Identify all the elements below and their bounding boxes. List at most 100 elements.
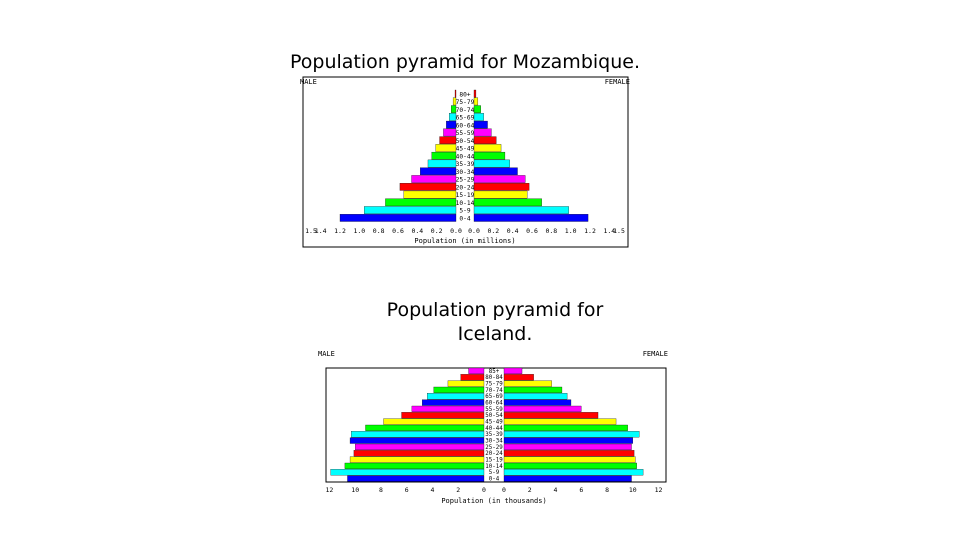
x-tick-label: 1.5: [613, 227, 625, 235]
x-tick-label: 0.6: [392, 227, 404, 235]
age-group-label: 50-54: [485, 413, 503, 419]
age-group-label: 45-49: [485, 420, 503, 426]
bar-male-75-79: [452, 97, 457, 106]
bar-male-20-24: [353, 450, 485, 457]
x-tick-label: 2: [456, 486, 460, 494]
age-group-label: 75-79: [456, 99, 475, 106]
bar-female-10-14: [473, 198, 542, 207]
chart-title-iceland: Population pyramid for Iceland.: [386, 299, 604, 345]
bar-female-30-34: [473, 167, 518, 176]
bar-female-20-24: [503, 450, 635, 457]
x-tick-label: 0.2: [487, 227, 499, 235]
x-tick-label: 1.4: [603, 227, 615, 235]
x-tick-label: 0.6: [526, 227, 538, 235]
bar-male-15-19: [349, 456, 485, 463]
bar-male-85+: [468, 367, 485, 374]
age-group-label: 30-34: [485, 439, 503, 445]
age-group-label: 10-14: [485, 464, 503, 470]
age-group-label: 60-64: [485, 401, 503, 407]
bar-male-35-39: [427, 159, 457, 168]
bar-female-15-19: [473, 190, 528, 199]
bar-male-5-9: [330, 469, 485, 476]
x-tick-label: 0.4: [411, 227, 423, 235]
x-tick-label: 0.8: [545, 227, 557, 235]
age-group-label: 80+: [459, 91, 470, 98]
plot-frame: [325, 367, 667, 483]
age-group-label: 50-54: [456, 138, 475, 145]
bar-male-40-44: [365, 424, 485, 431]
bar-female-50-54: [503, 412, 599, 419]
bar-female-55-59: [473, 128, 492, 137]
x-tick-label: 1.5: [305, 227, 317, 235]
bar-female-25-29: [503, 443, 632, 450]
bar-male-80-84: [460, 374, 485, 381]
bar-male-0-4: [339, 214, 457, 222]
x-tick-label: 4: [554, 486, 558, 494]
bar-female-45-49: [503, 418, 617, 425]
age-group-label: 60-64: [456, 122, 475, 129]
x-tick-label: 1.0: [565, 227, 577, 235]
x-tick-label: 1.0: [353, 227, 365, 235]
bar-male-55-59: [411, 405, 485, 412]
bar-female-65-69: [503, 393, 568, 400]
age-group-label: 5-9: [489, 470, 500, 476]
bar-female-75-79: [473, 97, 479, 106]
age-group-label: 30-34: [456, 169, 475, 176]
x-tick-label: 0: [482, 486, 486, 494]
bar-female-0-4: [503, 475, 632, 482]
age-group-label: 10-14: [456, 200, 475, 207]
bar-female-50-54: [473, 136, 497, 145]
age-group-label: 20-24: [456, 184, 475, 191]
age-group-label: 80-84: [485, 375, 503, 381]
bar-female-10-14: [503, 462, 637, 469]
bar-male-45-49: [435, 144, 457, 152]
bar-male-65-69: [449, 113, 457, 121]
x-tick-label: 12: [655, 486, 663, 494]
plot-frame: [302, 76, 629, 248]
x-tick-label: 0.0: [450, 227, 462, 235]
x-tick-label: 1.2: [334, 227, 346, 235]
x-tick-label: 0.8: [373, 227, 385, 235]
bar-male-65-69: [427, 393, 485, 400]
bar-male-80+: [454, 89, 457, 98]
age-group-label: 5-9: [459, 208, 470, 215]
bar-male-70-74: [433, 386, 485, 393]
bar-female-0-4: [473, 214, 589, 222]
bar-male-60-64: [422, 399, 485, 406]
x-tick-label: 0.4: [507, 227, 519, 235]
bar-male-25-29: [355, 443, 485, 450]
age-group-label: 0-4: [459, 216, 470, 223]
bar-female-5-9: [473, 206, 569, 214]
x-tick-label: 2: [528, 486, 532, 494]
age-group-label: 40-44: [485, 426, 503, 432]
x-tick-label: 0.0: [468, 227, 480, 235]
bar-male-40-44: [431, 151, 457, 160]
bar-male-25-29: [411, 175, 457, 183]
x-axis-label: Population (in millions): [414, 237, 515, 245]
bar-male-45-49: [383, 418, 485, 425]
age-group-label: 35-39: [485, 432, 503, 438]
age-group-label: 35-39: [456, 161, 475, 168]
age-group-label: 55-59: [456, 130, 475, 137]
bar-male-5-9: [364, 206, 457, 214]
bar-female-60-64: [473, 120, 488, 129]
chart-title-mozambique: Population pyramid for Mozambique.: [290, 51, 640, 73]
age-group-label: 15-19: [485, 458, 503, 464]
x-tick-label: 1.4: [315, 227, 327, 235]
bar-male-35-39: [351, 431, 485, 438]
bar-female-80-84: [503, 374, 534, 381]
x-axis-label: Population (in thousands): [441, 497, 546, 505]
x-tick-label: 1.2: [584, 227, 596, 235]
bar-female-40-44: [473, 151, 506, 160]
bar-female-45-49: [473, 144, 502, 152]
age-group-label: 15-19: [456, 192, 475, 199]
x-tick-label: 10: [629, 486, 637, 494]
x-tick-label: 6: [405, 486, 409, 494]
bar-male-15-19: [403, 190, 457, 199]
bar-female-5-9: [503, 469, 644, 476]
age-group-label: 20-24: [485, 451, 503, 457]
age-group-label: 40-44: [456, 153, 475, 160]
bar-female-60-64: [503, 399, 572, 406]
bar-female-15-19: [503, 456, 636, 463]
age-group-label: 75-79: [485, 382, 503, 388]
